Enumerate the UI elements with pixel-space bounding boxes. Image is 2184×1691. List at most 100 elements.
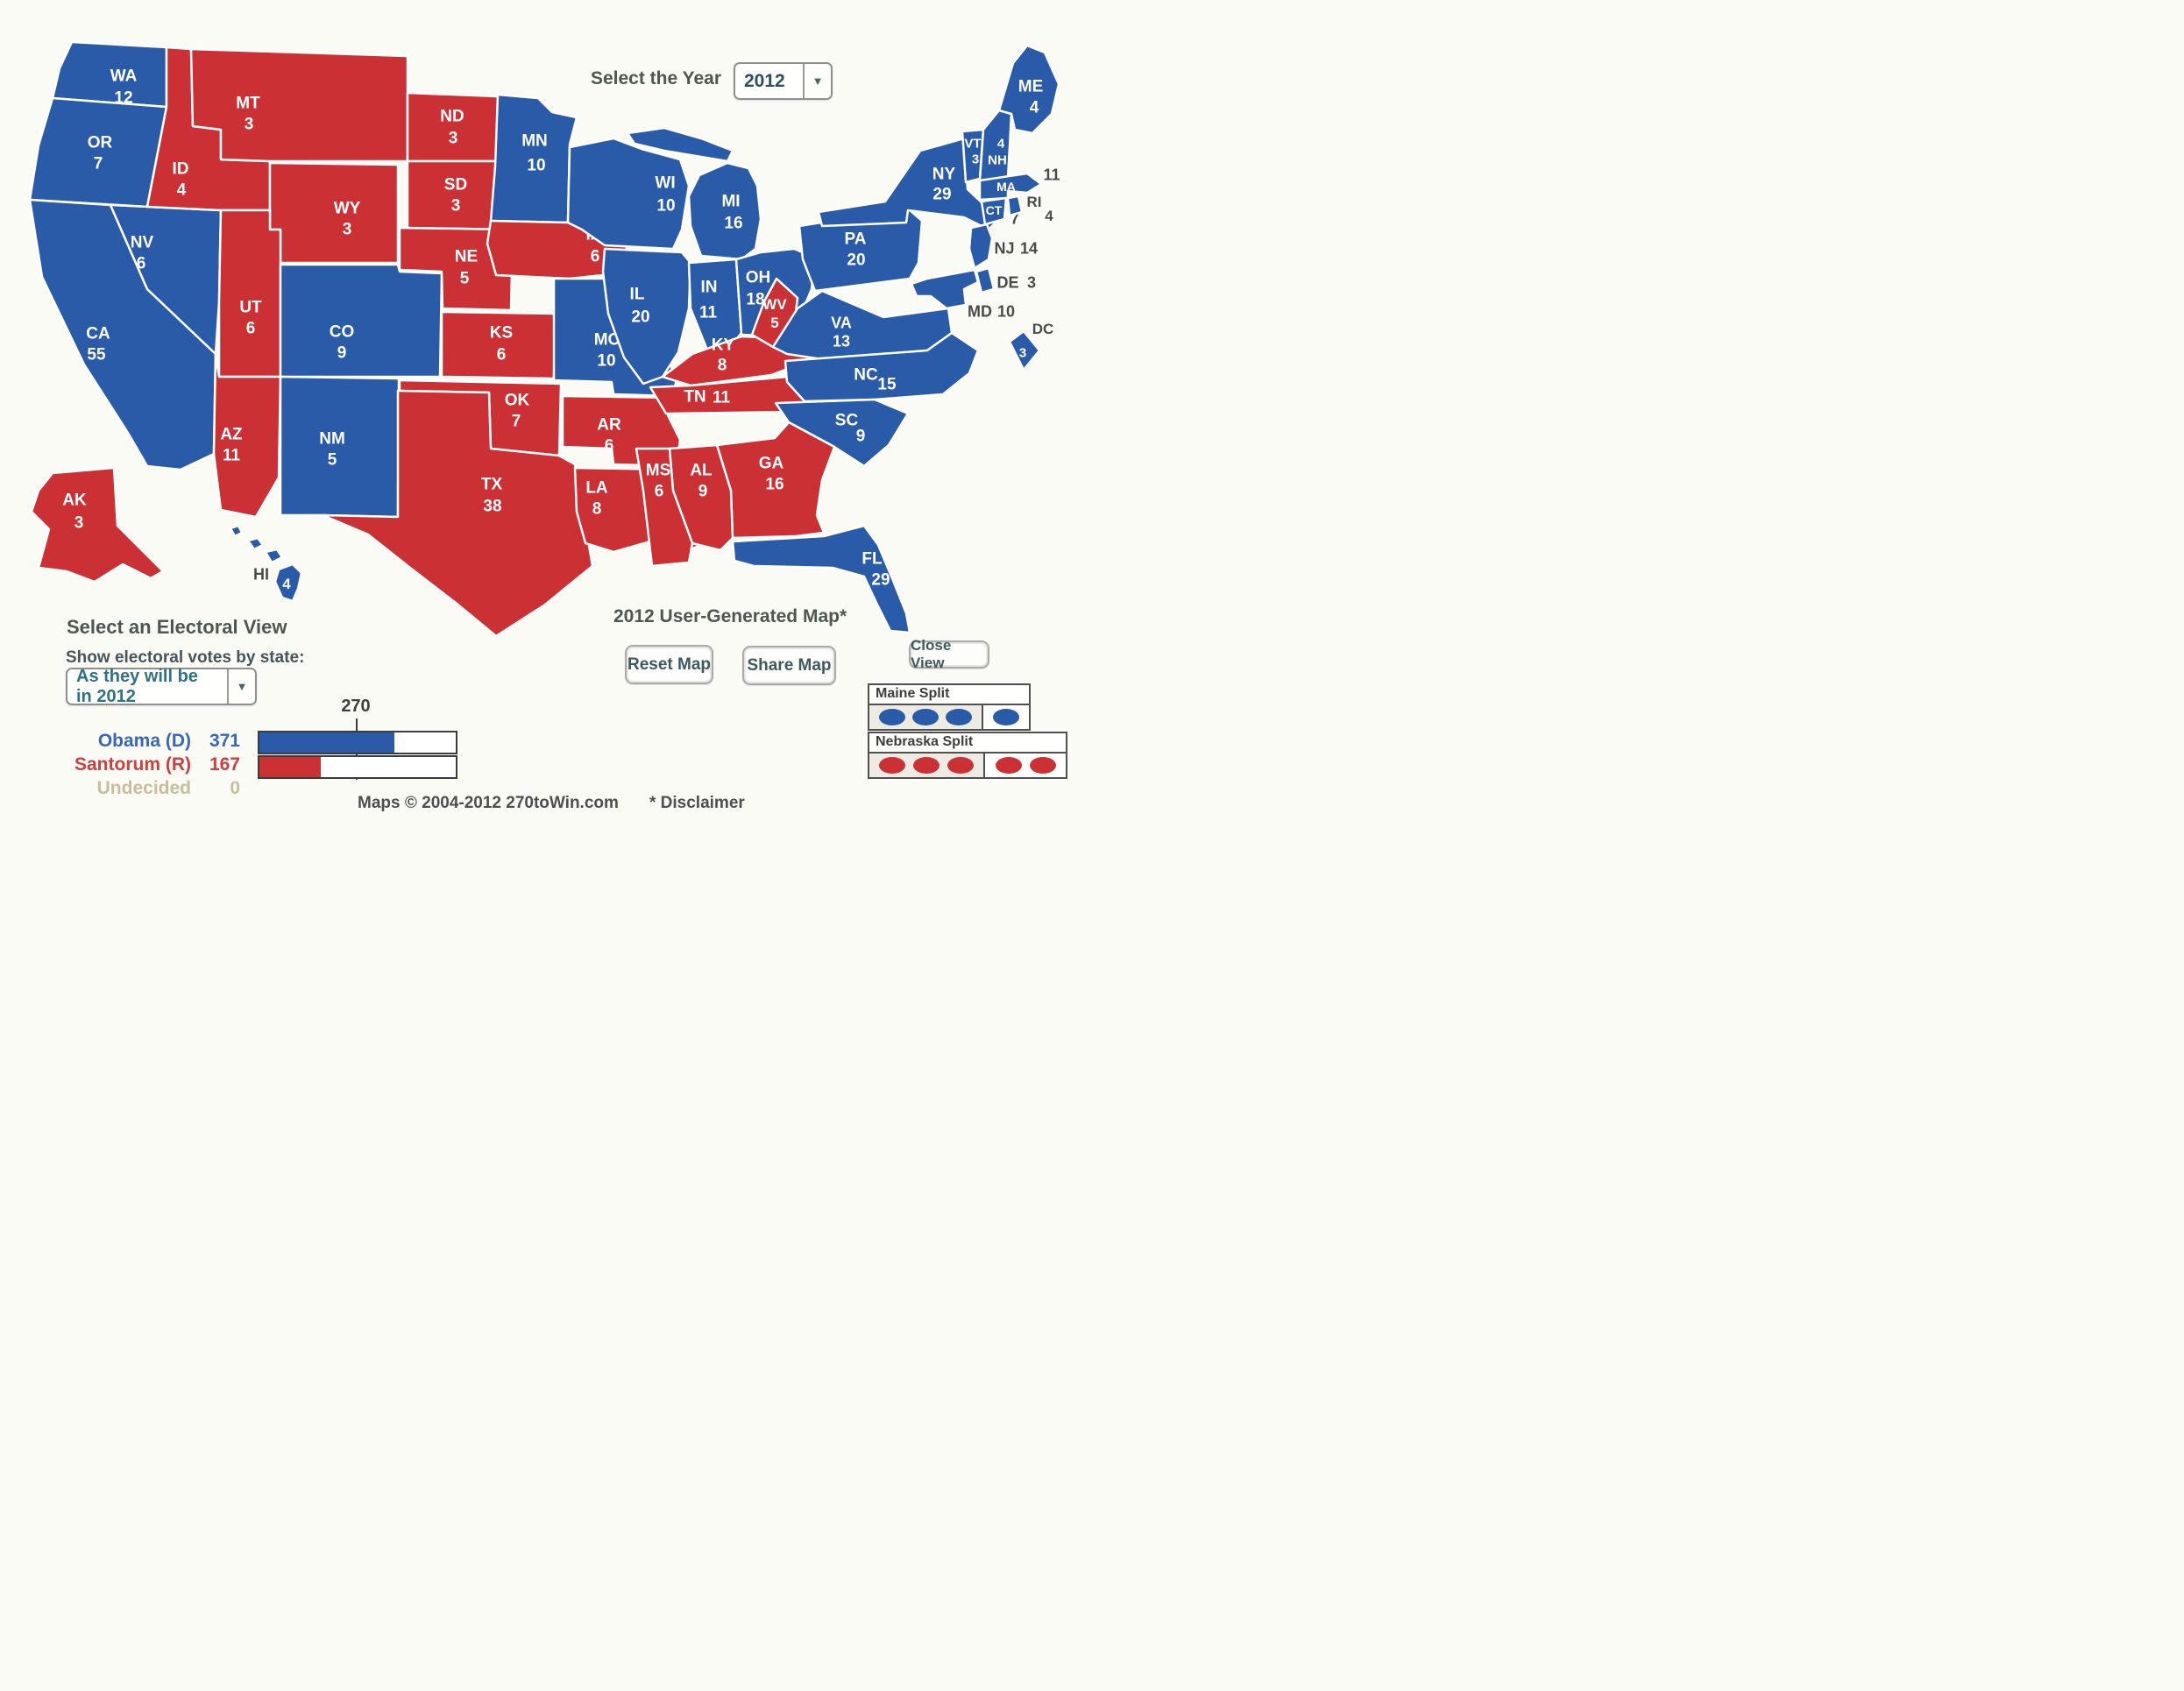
state-FL[interactable]: FL 29	[731, 524, 911, 634]
state-NM[interactable]: NM 5	[279, 375, 401, 519]
state-label-NV: NV	[131, 234, 154, 252]
chevron-down-icon[interactable]: ▼	[227, 669, 255, 704]
state-IL[interactable]: IL 20	[601, 247, 692, 386]
electoral-view-title: Select an Electoral View	[67, 616, 287, 638]
state-label-KY: KY	[712, 336, 735, 355]
candidate-name: Santorum (R)	[74, 754, 191, 775]
state-label-IL: 20	[631, 308, 649, 327]
state-label-KY: 8	[718, 357, 727, 375]
nebraska-split-cell	[869, 754, 986, 777]
state-label-NJ: 14	[1020, 239, 1038, 257]
state-label-MN: 10	[527, 157, 545, 175]
state-label-NJ: NJ	[994, 239, 1014, 257]
state-label-TN: TN	[684, 388, 706, 407]
maine-district-oval[interactable]	[912, 709, 939, 725]
state-KS[interactable]: KS 6	[440, 310, 557, 380]
nebraska-district-oval[interactable]	[947, 757, 974, 774]
state-ME[interactable]: ME 4	[997, 44, 1060, 135]
year-select[interactable]: 2012 ▼	[734, 62, 833, 100]
maine-split-label: Maine Split	[869, 685, 1029, 705]
state-AZ[interactable]: AZ 11	[212, 352, 282, 519]
maine-split-cell	[869, 705, 983, 729]
state-MI[interactable]: MI 16	[626, 126, 762, 261]
chevron-down-icon[interactable]: ▼	[803, 64, 831, 98]
state-DE[interactable]: DE 3	[975, 266, 1036, 294]
state-WI[interactable]: WI 10	[566, 137, 691, 251]
year-selector-label: Select the Year	[590, 68, 721, 88]
state-UT[interactable]: UT 6	[217, 209, 282, 379]
state-label-AL: 9	[698, 483, 708, 501]
nebraska-split-label: Nebraska Split	[869, 733, 1066, 754]
ev-bar-democrat-fill	[259, 732, 395, 753]
state-MA[interactable]: MA 11	[978, 166, 1060, 202]
state-label-ID: ID	[173, 160, 189, 179]
state-RI[interactable]: RI4	[1006, 194, 1053, 224]
reset-map-button[interactable]: Reset Map	[625, 645, 713, 684]
state-label-OH: OH	[746, 269, 771, 287]
nebraska-district-oval[interactable]	[913, 757, 940, 774]
state-SD[interactable]: SD 3	[406, 159, 515, 231]
state-ND[interactable]: ND 3	[406, 91, 500, 163]
threshold-label: 270	[341, 697, 371, 716]
state-label-MO: 10	[597, 352, 615, 371]
state-NJ[interactable]: NJ 14	[968, 223, 1038, 270]
ev-bar-republican-fill	[259, 757, 321, 777]
state-SC[interactable]: SC9	[774, 398, 910, 468]
maine-district-oval[interactable]	[879, 709, 905, 725]
state-MS[interactable]: MS 6	[635, 447, 694, 568]
state-label-ID: 4	[177, 181, 187, 200]
electoral-view-value: As they will be in 2012	[76, 666, 198, 706]
page: { "year_selector": { "label": "Select th…	[0, 0, 1092, 846]
close-view-button[interactable]: Close View	[909, 637, 989, 671]
state-label-NC: 15	[877, 376, 897, 394]
state-MD[interactable]: MD 10	[910, 268, 1015, 320]
nebraska-district-oval[interactable]	[995, 757, 1022, 774]
candidate-name: Obama (D)	[97, 731, 191, 751]
maine-split-box: Maine Split	[868, 683, 1031, 731]
state-NH[interactable]: 4NH	[978, 109, 1013, 182]
state-label-SC: SC	[835, 412, 859, 430]
state-MN[interactable]: MN 10	[489, 93, 578, 224]
state-AK[interactable]: AK 3	[30, 466, 165, 584]
state-label-DC: 3	[1019, 345, 1026, 360]
state-OR[interactable]: OR 7	[28, 96, 168, 209]
state-WY[interactable]: WY 3	[268, 161, 400, 265]
state-label-KS: 6	[497, 346, 507, 364]
state-label-LA: LA	[585, 479, 608, 498]
state-GA[interactable]: GA 16	[715, 421, 836, 540]
state-label-WI: WI	[655, 174, 675, 193]
ev-bar-republican	[258, 755, 457, 779]
state-label-AZ: AZ	[220, 426, 243, 444]
state-label-TN: 11	[713, 389, 731, 407]
state-HI[interactable]: HI 4	[229, 524, 303, 603]
state-label-OH: 18	[746, 291, 764, 309]
maine-district-oval[interactable]	[946, 709, 972, 725]
state-label-KS: KS	[490, 324, 513, 343]
state-label-IA: 6	[591, 248, 600, 266]
state-CT[interactable]: CT 7	[980, 196, 1019, 227]
nebraska-district-oval[interactable]	[1029, 757, 1056, 774]
electoral-view-select[interactable]: As they will be in 2012 ▼	[66, 666, 257, 706]
state-label-MA: 11	[1043, 166, 1060, 183]
state-label-WA: WA	[110, 67, 138, 86]
state-label-MD: 10	[997, 302, 1015, 320]
maine-district-oval[interactable]	[993, 709, 1019, 725]
nebraska-district-oval[interactable]	[879, 757, 906, 774]
state-label-AL: AL	[690, 462, 713, 480]
state-label-CA: 55	[87, 346, 106, 364]
disclaimer-link[interactable]: * Disclaimer	[649, 794, 745, 812]
state-label-OR: OR	[88, 134, 113, 152]
state-CO[interactable]: CO 9	[279, 263, 443, 379]
state-MT[interactable]: MT 3	[189, 47, 409, 163]
state-TX[interactable]: TX 38	[321, 389, 594, 638]
state-DC[interactable]: DC 3	[1008, 321, 1053, 371]
state-label-SD: SD	[444, 176, 467, 195]
state-label-OK: OK	[505, 392, 530, 410]
state-label-ND: 3	[449, 130, 458, 148]
state-NY[interactable]: NY 29	[817, 137, 1001, 231]
state-label-AZ: 11	[223, 447, 241, 465]
share-map-button[interactable]: Share Map	[742, 646, 836, 685]
